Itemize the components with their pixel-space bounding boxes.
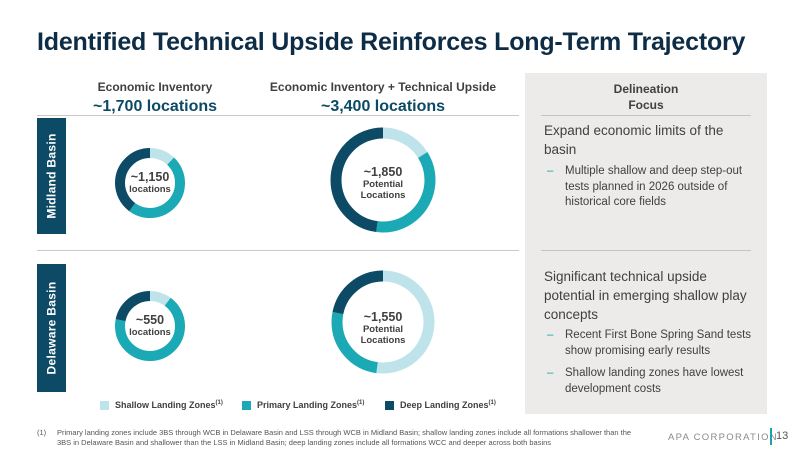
donut-segment-deep	[115, 148, 185, 218]
divider-middle	[37, 250, 519, 251]
row-label-midland-basin: Midland Basin	[37, 118, 66, 234]
footnote-text: Primary landing zones include 3BS throug…	[57, 428, 632, 447]
panel-heading: Delineation Focus	[613, 82, 679, 112]
donut-segment-deep	[330, 127, 436, 233]
donut-label-delaware-upside: ~1,550 Potential Locations	[340, 310, 426, 346]
page-number: 13	[776, 430, 789, 442]
donut-unit: locations	[129, 327, 171, 338]
divider-top	[37, 115, 519, 116]
donut-value: ~1,550	[363, 310, 403, 324]
dash-icon: –	[547, 367, 554, 379]
donut-value: ~1,150	[130, 170, 170, 184]
page-title: Identified Technical Upside Reinforces L…	[37, 28, 746, 56]
donut-delaware-upside	[331, 270, 435, 374]
donut-segment-primary	[330, 127, 436, 233]
donut-segment-primary	[115, 291, 185, 361]
donut-label-midland-economic: ~1,150 locations	[100, 170, 200, 195]
legend-swatch-shallow	[100, 400, 109, 410]
donut-value: ~1,850	[363, 165, 403, 179]
footnote-number: (1)	[37, 428, 47, 437]
legend-label: Deep Landing Zones(1)	[400, 400, 496, 410]
column-headline: ~3,400 locations	[320, 98, 446, 115]
dash-icon: –	[547, 329, 554, 341]
donut-unit: locations	[129, 184, 171, 195]
panel-divider	[541, 250, 751, 251]
brand-wordmark: APA CORPORATION	[668, 432, 778, 443]
column-header-economic-inventory: Economic Inventory ~1,700 locations	[80, 80, 230, 116]
donut-segment-primary	[115, 148, 185, 218]
panel-section-main: Significant technical upside potential i…	[544, 269, 747, 322]
donut-unit: Potential Locations	[360, 179, 406, 201]
delineation-focus-panel: Delineation Focus Expand economic limits…	[525, 73, 767, 414]
column-subtitle: Economic Inventory	[97, 80, 213, 94]
legend-label: Primary Landing Zones(1)	[257, 400, 365, 410]
donut-midland-economic	[115, 148, 185, 218]
donut-label-delaware-economic: ~550 locations	[100, 313, 200, 338]
column-headline: ~1,700 locations	[92, 98, 218, 115]
column-header-technical-upside: Economic Inventory + Technical Upside ~3…	[268, 80, 498, 116]
panel-bullet: – Shallow landing zones have lowest deve…	[547, 367, 744, 395]
donut-label-midland-upside: ~1,850 Potential Locations	[340, 165, 426, 201]
legend-item-primary: Primary Landing Zones(1)	[242, 400, 364, 410]
dash-icon: –	[547, 165, 554, 177]
panel-divider	[541, 115, 751, 116]
legend-item-deep: Deep Landing Zones(1)	[385, 400, 496, 410]
panel-bullet: – Recent First Bone Spring Sand tests sh…	[547, 329, 752, 357]
donut-delaware-economic	[115, 291, 185, 361]
panel-section-main: Expand economic limits of the basin	[544, 123, 724, 157]
legend-swatch-primary	[242, 400, 251, 410]
brand-divider	[770, 428, 772, 445]
column-subtitle: Economic Inventory + Technical Upside	[269, 80, 497, 94]
footnote: (1) Primary landing zones include 3BS th…	[37, 428, 647, 447]
donut-segment-deep	[331, 270, 435, 374]
row-label-delaware-basin: Delaware Basin	[37, 264, 66, 392]
donut-unit: Potential Locations	[360, 324, 406, 346]
donut-value: ~550	[135, 313, 165, 327]
legend-swatch-deep	[385, 400, 394, 410]
donut-segment-primary	[331, 270, 435, 374]
legend-label: Shallow Landing Zones(1)	[115, 400, 223, 410]
donut-segment-deep	[115, 291, 185, 361]
legend-item-shallow: Shallow Landing Zones(1)	[100, 400, 223, 410]
panel-bullet: – Multiple shallow and deep step-out tes…	[547, 165, 743, 208]
donut-midland-upside	[330, 127, 436, 233]
